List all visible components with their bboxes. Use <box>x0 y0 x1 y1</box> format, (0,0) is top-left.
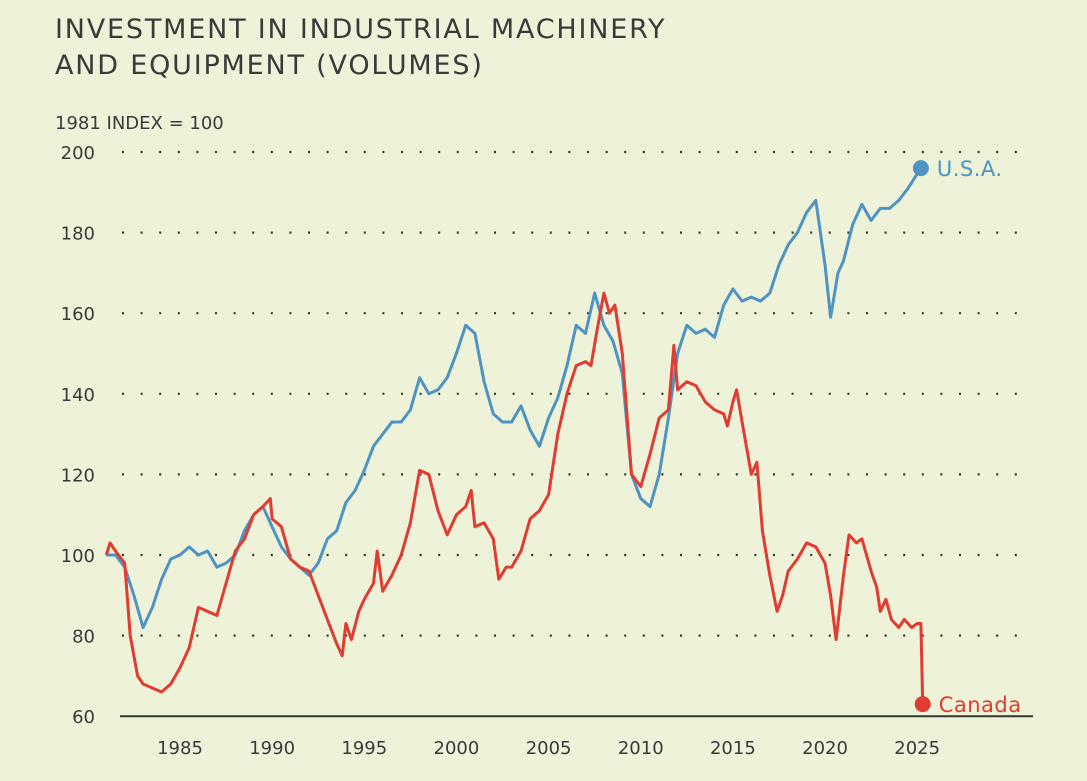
x-tick-label: 2005 <box>526 738 572 759</box>
x-tick-label: 2020 <box>802 738 848 759</box>
y-tick-label: 180 <box>61 224 95 245</box>
x-tick-label: 2025 <box>894 738 940 759</box>
chart-title-line-2: AND EQUIPMENT (VOLUMES) <box>55 50 484 81</box>
y-tick-label: 100 <box>61 546 95 567</box>
chart-title-line-1: INVESTMENT IN INDUSTRIAL MACHINERY <box>55 14 667 45</box>
x-tick-label: 2015 <box>710 738 756 759</box>
y-tick-label: 60 <box>72 707 95 728</box>
y-tick-label: 80 <box>72 627 95 648</box>
x-tick-label: 2000 <box>434 738 480 759</box>
y-tick-label: 200 <box>61 143 95 164</box>
series-label: U.S.A. <box>937 157 1003 181</box>
x-tick-label: 2010 <box>618 738 664 759</box>
series-end-marker <box>912 160 929 177</box>
y-axis-label: 1981 INDEX = 100 <box>55 113 224 134</box>
x-tick-label: 1995 <box>341 738 387 759</box>
chart-title: INVESTMENT IN INDUSTRIAL MACHINERY AND E… <box>55 12 666 84</box>
y-tick-label: 120 <box>61 465 95 486</box>
x-tick-label: 1985 <box>157 738 203 759</box>
series-end-marker <box>914 696 931 713</box>
series-label: Canada <box>939 693 1022 717</box>
series-line-canada <box>104 291 925 705</box>
x-tick-label: 1990 <box>249 738 295 759</box>
series-line-usa <box>106 167 923 629</box>
y-tick-label: 140 <box>61 385 95 406</box>
y-tick-label: 160 <box>61 304 95 325</box>
